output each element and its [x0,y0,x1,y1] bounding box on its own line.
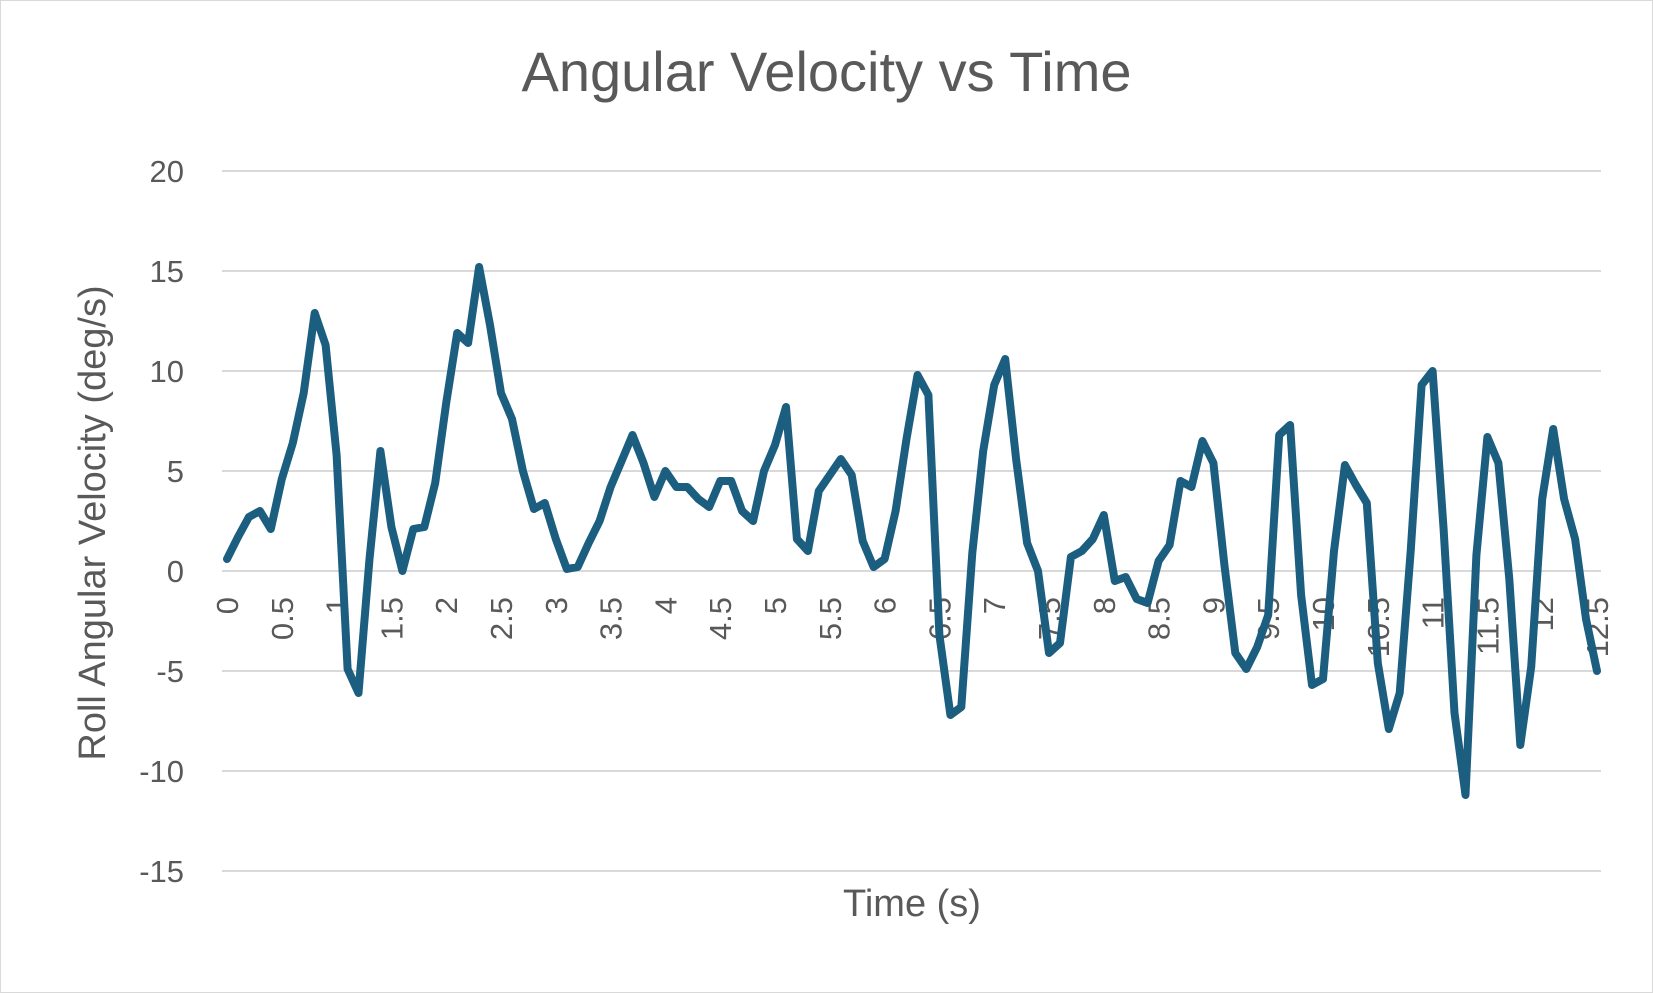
y-tick-label: 20 [150,154,184,189]
y-tick-label: -5 [156,654,184,689]
x-tick-label: 10 [1306,597,1341,631]
x-tick-label: 4 [648,597,683,614]
series-group [223,263,1601,799]
x-tick-label: 9 [1196,597,1231,614]
x-tick-label: 1.5 [374,597,409,640]
y-tick-label: 0 [167,554,184,589]
y-tick-label: -10 [139,754,184,789]
y-tick-label: 5 [167,454,184,489]
y-tick-label: -15 [139,854,184,889]
x-tick-label: 7 [977,597,1012,614]
x-tick-label: 3.5 [594,597,629,640]
x-tick-label: 8 [1087,597,1122,614]
x-tick-label: 1 [320,597,355,614]
x-tick-label: 4.5 [703,597,738,640]
x-tick-label: 0.5 [265,597,300,640]
x-tick-label: 5 [758,597,793,614]
x-axis-title: Time (s) [843,883,981,925]
y-tick-labels: -15 -10 -5 0 5 10 15 20 [139,154,184,889]
x-tick-label: 5.5 [813,597,848,640]
y-tick-label: 15 [150,254,184,289]
x-tick-label: 6 [868,597,903,614]
x-tick-label: 2.5 [484,597,519,640]
x-tick-label: 0 [210,597,245,614]
chart-title: Angular Velocity vs Time [521,40,1132,103]
series-line [223,263,1601,799]
x-tick-label: 2 [429,597,464,614]
x-tick-label: 3 [539,597,574,614]
y-tick-label: 10 [150,354,184,389]
